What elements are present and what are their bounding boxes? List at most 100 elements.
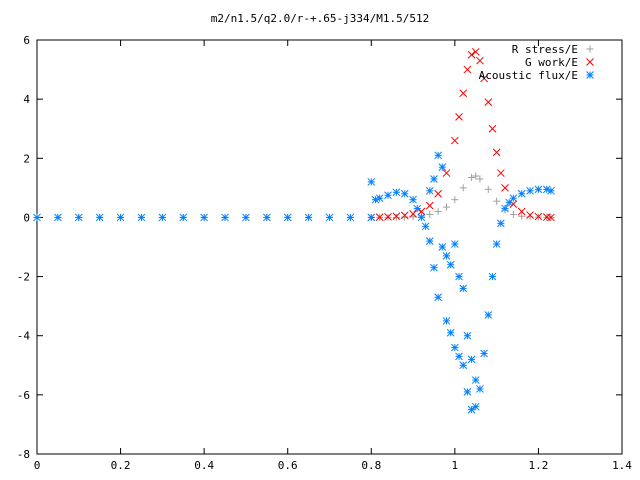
data-point xyxy=(526,186,534,195)
data-point xyxy=(95,213,104,222)
data-point xyxy=(509,200,518,208)
data-point xyxy=(375,194,384,203)
data-point xyxy=(455,272,463,281)
data-point xyxy=(283,213,292,222)
data-point xyxy=(116,213,125,222)
data-point xyxy=(484,185,492,193)
x-tick-label: 1.4 xyxy=(612,459,632,472)
data-point xyxy=(459,284,468,293)
data-point xyxy=(484,311,493,319)
data-point xyxy=(492,240,501,248)
legend-r-stress-marker xyxy=(586,45,594,53)
y-tick-label: -2 xyxy=(17,271,30,284)
data-point xyxy=(375,213,384,221)
data-point xyxy=(472,172,480,180)
y-tick-label: 0 xyxy=(23,211,30,224)
data-point xyxy=(442,169,451,177)
data-point xyxy=(501,184,509,192)
data-point xyxy=(400,189,409,198)
y-tick-label: 6 xyxy=(23,34,30,47)
data-point xyxy=(455,352,463,361)
data-point xyxy=(488,272,497,281)
data-point xyxy=(471,47,480,56)
data-point xyxy=(451,136,459,145)
data-point xyxy=(421,222,430,231)
data-point xyxy=(443,203,450,211)
x-tick-label: 0.4 xyxy=(194,459,214,472)
y-tick-label: -6 xyxy=(17,389,30,402)
data-point xyxy=(484,98,493,106)
data-point xyxy=(438,243,447,251)
legend-g-work-marker xyxy=(586,58,594,66)
data-point xyxy=(54,213,62,222)
data-point xyxy=(392,188,401,197)
data-point xyxy=(505,198,514,207)
data-point xyxy=(509,194,518,203)
legend-g-work-label: G work/E xyxy=(525,56,578,69)
data-point xyxy=(179,213,188,222)
x-tick-label: 1 xyxy=(452,459,459,472)
data-point xyxy=(434,208,442,216)
data-point xyxy=(467,355,476,364)
data-point xyxy=(459,89,468,98)
data-point xyxy=(459,184,467,192)
data-point xyxy=(517,189,526,198)
x-tick-label: 1.2 xyxy=(528,459,548,472)
data-point xyxy=(501,204,509,213)
data-point xyxy=(392,212,401,221)
x-tick-label: 0.6 xyxy=(278,459,298,472)
data-point xyxy=(304,213,313,222)
y-tick-label: -4 xyxy=(17,330,31,343)
data-point xyxy=(434,293,442,302)
y-tick-label: 4 xyxy=(23,93,30,106)
r-stress-series xyxy=(33,172,555,221)
data-point xyxy=(467,50,476,59)
data-point xyxy=(425,186,434,195)
data-point xyxy=(459,361,468,370)
data-point xyxy=(74,213,83,222)
data-point xyxy=(471,376,480,384)
data-point xyxy=(534,185,543,194)
data-point xyxy=(430,263,438,272)
data-point xyxy=(409,210,417,218)
legend-acoustic-flux-label: Acoustic flux/E xyxy=(479,69,578,82)
data-point xyxy=(384,212,392,221)
data-point xyxy=(409,195,417,204)
g-work-series xyxy=(367,47,555,222)
data-point xyxy=(496,219,505,228)
data-point xyxy=(413,204,422,213)
data-point xyxy=(367,213,376,222)
data-point xyxy=(496,169,505,177)
data-point xyxy=(438,163,447,172)
data-point xyxy=(509,210,517,218)
data-point xyxy=(467,405,476,414)
data-point xyxy=(417,207,426,216)
data-point xyxy=(221,213,229,222)
data-point xyxy=(417,213,426,222)
y-tick-label: -8 xyxy=(17,448,30,461)
axes-layer: 0 0.2 0.4 0.6 0.8 1 1.2 1.4 6 4 2 0 -2 -4 -6 -8 xyxy=(17,34,633,472)
data-point xyxy=(442,317,451,325)
data-point xyxy=(200,213,208,222)
data-point xyxy=(451,343,459,352)
data-point xyxy=(446,328,455,337)
plot-area-frame xyxy=(36,39,623,455)
data-point xyxy=(434,189,442,198)
data-point xyxy=(517,207,526,216)
data-point xyxy=(476,175,484,183)
data-point xyxy=(468,174,476,182)
data-point xyxy=(463,65,472,74)
data-point xyxy=(547,213,555,222)
data-point xyxy=(476,56,484,65)
data-point xyxy=(400,211,409,220)
data-point xyxy=(434,151,442,160)
legend-acoustic-flux-marker xyxy=(586,71,594,79)
data-point xyxy=(518,212,526,220)
x-tick-label: 0 xyxy=(34,459,41,472)
data-point xyxy=(262,213,271,222)
data-point xyxy=(488,124,497,133)
series-layer xyxy=(33,47,555,414)
x-tick-label: 0.2 xyxy=(111,459,131,472)
